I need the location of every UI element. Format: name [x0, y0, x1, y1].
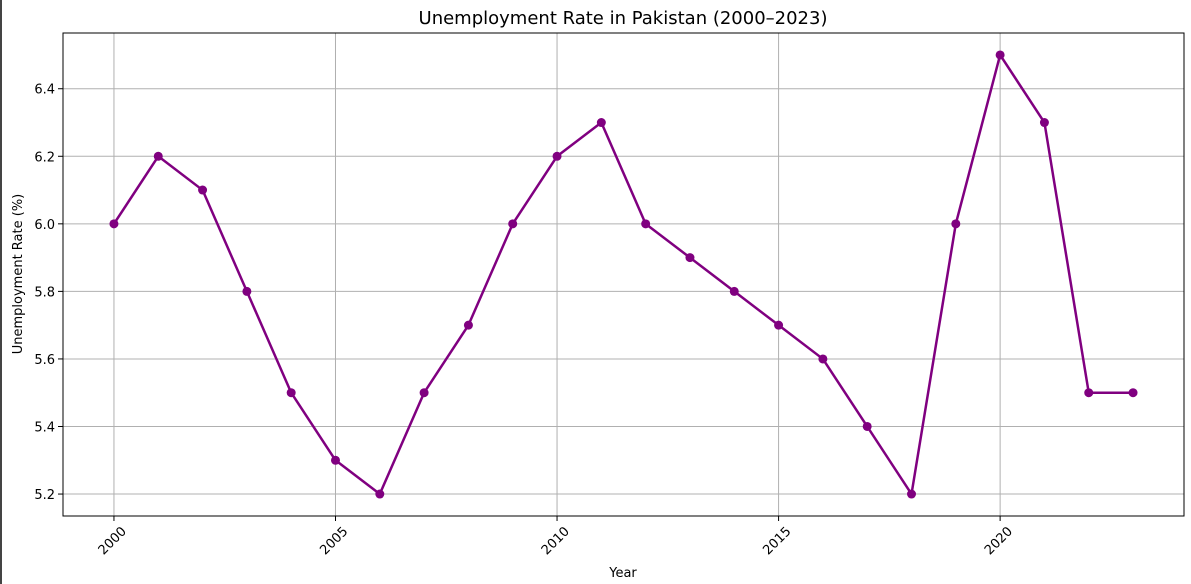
window-left-edge: [0, 0, 2, 584]
data-point: [463, 320, 473, 330]
data-point: [508, 219, 518, 229]
grid-lines: [63, 33, 1184, 516]
x-tick-label: 2015: [760, 524, 794, 558]
y-tick-label: 5.4: [34, 420, 55, 435]
data-point: [907, 489, 917, 499]
y-tick-label: 5.2: [34, 488, 55, 503]
x-tick-label: 2020: [982, 524, 1016, 558]
data-point: [375, 489, 385, 499]
chart-title: Unemployment Rate in Pakistan (2000–2023…: [419, 8, 828, 29]
data-point: [1039, 118, 1049, 128]
data-point: [1084, 388, 1094, 398]
data-point: [198, 185, 208, 195]
y-axis-ticks: 5.2 5.4 5.6 5.8 6.0 6.2 6.4: [34, 83, 63, 503]
data-point: [729, 286, 739, 296]
data-point: [109, 219, 119, 229]
data-point: [286, 388, 296, 398]
y-tick-label: 6.2: [34, 150, 55, 165]
y-tick-label: 6.4: [34, 83, 55, 98]
data-point: [242, 286, 252, 296]
data-point: [596, 118, 606, 128]
data-point: [1128, 388, 1138, 398]
data-point: [153, 151, 163, 161]
data-point: [685, 253, 695, 263]
data-point: [641, 219, 651, 229]
series-layer: [109, 50, 1138, 499]
plot-area-frame: [62, 32, 1185, 517]
x-tick-label: 2010: [539, 524, 573, 558]
y-tick-label: 5.6: [34, 353, 55, 368]
y-tick-label: 5.8: [34, 285, 55, 300]
data-point: [951, 219, 961, 229]
data-point: [552, 151, 562, 161]
data-point: [419, 388, 429, 398]
y-tick-label: 6.0: [34, 218, 55, 233]
data-point: [330, 455, 340, 465]
x-tick-label: 2000: [96, 524, 130, 558]
data-point: [862, 421, 872, 431]
data-point: [818, 354, 828, 364]
x-axis-label: Year: [608, 566, 637, 581]
x-axis-ticks: 2000 2005 2010 2015 2020: [96, 516, 1016, 558]
data-point: [774, 320, 784, 330]
series-line: [112, 53, 1134, 496]
y-axis-label: Unemployment Rate (%): [11, 194, 26, 355]
x-tick-label: 2005: [317, 524, 351, 558]
data-point: [995, 50, 1005, 60]
